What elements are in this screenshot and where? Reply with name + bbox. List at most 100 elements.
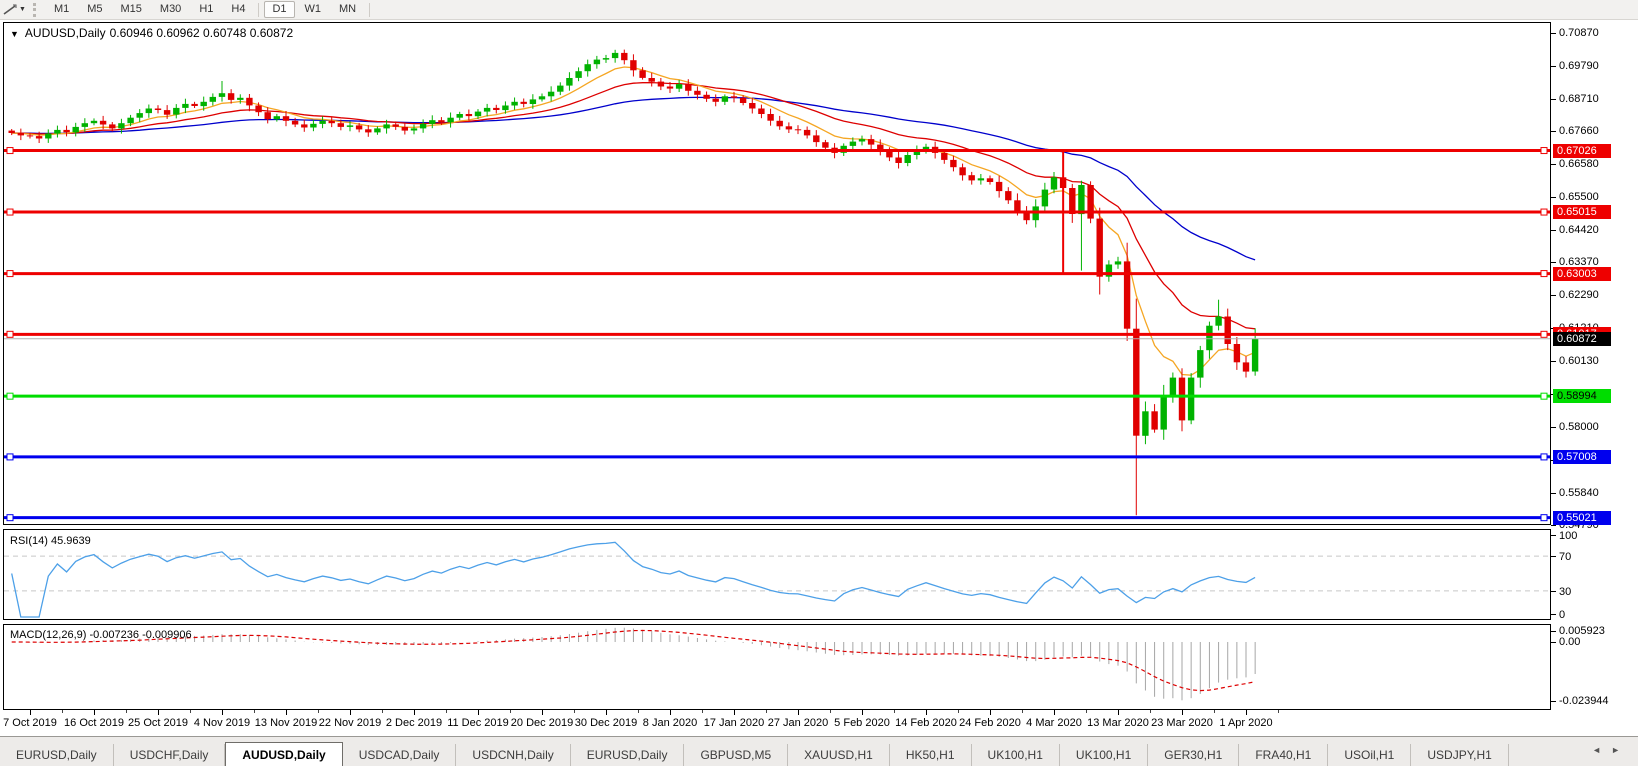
price-level-badge[interactable]: 0.58994 bbox=[1553, 389, 1611, 404]
chart-tab-fra40-h1[interactable]: FRA40,H1 bbox=[1239, 744, 1329, 766]
chart-tab-uk100-h1[interactable]: UK100,H1 bbox=[972, 744, 1060, 766]
price-axis[interactable]: 0.70870 0.69790 0.68710 0.67660 0.66580 0.655… bbox=[1551, 22, 1638, 710]
candle-body bbox=[355, 125, 363, 130]
chart-tab-gbpusd-m5[interactable]: GBPUSD,M5 bbox=[684, 744, 789, 766]
candlestick-series bbox=[8, 49, 1259, 516]
tab-scroll-right-icon[interactable]: ► bbox=[1611, 745, 1630, 755]
date-axis[interactable]: 7 Oct 2019 16 Oct 2019 25 Oct 2019 4 Nov 20… bbox=[0, 710, 1560, 736]
date-label: 23 Mar 2020 bbox=[1151, 717, 1213, 729]
date-mid-tick bbox=[254, 710, 255, 713]
rsi-axis-label: 0 bbox=[1559, 609, 1566, 621]
candle-body bbox=[922, 146, 930, 151]
date-tick bbox=[94, 710, 95, 715]
date-tick bbox=[926, 710, 927, 715]
candle-body bbox=[1041, 189, 1049, 207]
price-level-badge[interactable]: 0.57008 bbox=[1553, 449, 1611, 464]
date-label: 4 Mar 2020 bbox=[1026, 717, 1082, 729]
timeframe-button-m30[interactable]: M30 bbox=[159, 3, 182, 15]
timeframe-toolbar: ▼ M1 M5 M15 M30 H1 H4 D1 W1 MN bbox=[0, 0, 1638, 20]
chart-tab-eurusd-daily[interactable]: EURUSD,Daily bbox=[571, 744, 685, 766]
title-dropdown-icon[interactable]: ▼ bbox=[10, 29, 19, 39]
candle-body bbox=[1078, 185, 1085, 215]
chart-tab-hk50-h1[interactable]: HK50,H1 bbox=[890, 744, 972, 766]
candle-body bbox=[465, 114, 473, 117]
price-tick bbox=[1551, 131, 1556, 133]
candle-body bbox=[995, 181, 1003, 192]
dropdown-caret-icon[interactable]: ▼ bbox=[19, 6, 26, 13]
candle-body bbox=[438, 120, 445, 123]
candle-body bbox=[822, 142, 829, 148]
candle-body bbox=[849, 141, 857, 146]
candle-body bbox=[721, 96, 729, 102]
candle-body bbox=[163, 110, 171, 115]
date-label: 13 Mar 2020 bbox=[1087, 717, 1149, 729]
tab-scroll-left-icon[interactable]: ◄ bbox=[1592, 745, 1612, 755]
chart-tab-usdjpy-h1[interactable]: USDJPY,H1 bbox=[1411, 744, 1509, 766]
timeframe-button-m15[interactable]: M15 bbox=[120, 3, 142, 15]
price-level-badge[interactable]: 0.65015 bbox=[1553, 205, 1611, 220]
chart-tab-xauusd-h1[interactable]: XAUUSD,H1 bbox=[788, 744, 890, 766]
candle-body bbox=[81, 123, 88, 127]
candle-body bbox=[1160, 396, 1167, 430]
candle-body bbox=[8, 130, 15, 133]
timeframe-button-h4[interactable]: H4 bbox=[231, 3, 246, 15]
chart-tab-eurusd-daily[interactable]: EURUSD,Daily bbox=[0, 744, 114, 766]
chart-tab-usdcad-daily[interactable]: USDCAD,Daily bbox=[343, 744, 457, 766]
date-tick bbox=[542, 710, 543, 715]
candle-body bbox=[968, 175, 975, 181]
candle-body bbox=[1087, 185, 1094, 219]
date-tick bbox=[286, 710, 287, 715]
candle-body bbox=[1050, 177, 1058, 190]
line-anchor bbox=[1540, 270, 1548, 278]
price-tick bbox=[1551, 361, 1556, 363]
date-label: 27 Jan 2020 bbox=[767, 717, 829, 729]
price-tick bbox=[1551, 164, 1556, 166]
price-axis-label: 0.70870 bbox=[1559, 27, 1599, 39]
chart-tab-ger30-h1[interactable]: GER30,H1 bbox=[1148, 744, 1240, 766]
chart-tab-usdchf-daily[interactable]: USDCHF,Daily bbox=[114, 744, 226, 766]
date-mid-tick bbox=[638, 710, 639, 713]
date-tick bbox=[158, 710, 159, 715]
price-axis-label: 0.62290 bbox=[1559, 289, 1599, 302]
price-tick bbox=[1551, 262, 1556, 264]
chart-tab-audusd-daily[interactable]: AUDUSD,Daily bbox=[225, 742, 343, 766]
candle-body bbox=[209, 96, 216, 102]
slow-ma-line bbox=[11, 96, 1256, 261]
date-label: 24 Feb 2020 bbox=[959, 717, 1021, 729]
drawing-tool-icon[interactable] bbox=[2, 3, 18, 17]
macd-panel[interactable] bbox=[3, 624, 1551, 710]
chart-tab-usdcnh-daily[interactable]: USDCNH,Daily bbox=[456, 744, 571, 766]
toolbar-grip[interactable] bbox=[32, 2, 41, 17]
price-level-badge[interactable]: 0.63003 bbox=[1553, 266, 1611, 281]
rsi-panel[interactable] bbox=[3, 529, 1551, 620]
timeframe-button-w1[interactable]: W1 bbox=[304, 3, 322, 15]
price-level-badge[interactable]: 0.55021 bbox=[1553, 510, 1611, 525]
candle-body bbox=[45, 133, 52, 139]
candle-body bbox=[63, 129, 70, 133]
main-chart-panel[interactable] bbox=[3, 22, 1551, 525]
rsi-tick bbox=[1551, 535, 1556, 536]
date-label: 1 Apr 2020 bbox=[1219, 717, 1273, 729]
price-level-badge[interactable]: 0.67026 bbox=[1553, 143, 1611, 158]
rsi-line bbox=[11, 541, 1256, 618]
chart-tab-usoil-h1[interactable]: USOil,H1 bbox=[1328, 744, 1412, 766]
candle-body bbox=[392, 124, 399, 127]
date-tick bbox=[30, 710, 31, 715]
tab-scroll-arrows: ◄► bbox=[1592, 745, 1630, 755]
ohlc-values: 0.60946 0.60962 0.60748 0.60872 bbox=[109, 26, 294, 40]
date-mid-tick bbox=[126, 710, 127, 713]
timeframe-button-mn[interactable]: MN bbox=[339, 3, 357, 15]
timeframe-button-m1[interactable]: M1 bbox=[53, 3, 70, 15]
candle-body bbox=[346, 125, 354, 127]
candle-body bbox=[99, 120, 107, 125]
chart-tab-uk100-h1[interactable]: UK100,H1 bbox=[1060, 744, 1149, 766]
candle-body bbox=[26, 135, 34, 137]
candle-body bbox=[703, 94, 710, 99]
chart-tab-bar: EURUSD,Daily USDCHF,Daily AUDUSD,Daily USDC… bbox=[0, 736, 1638, 766]
timeframe-button-m5[interactable]: M5 bbox=[87, 3, 103, 15]
candle-body bbox=[1142, 411, 1149, 436]
candle-body bbox=[502, 105, 509, 111]
date-label: 20 Dec 2019 bbox=[510, 717, 574, 729]
timeframe-button-h1[interactable]: H1 bbox=[199, 3, 214, 15]
timeframe-button-d1[interactable]: D1 bbox=[264, 1, 295, 18]
